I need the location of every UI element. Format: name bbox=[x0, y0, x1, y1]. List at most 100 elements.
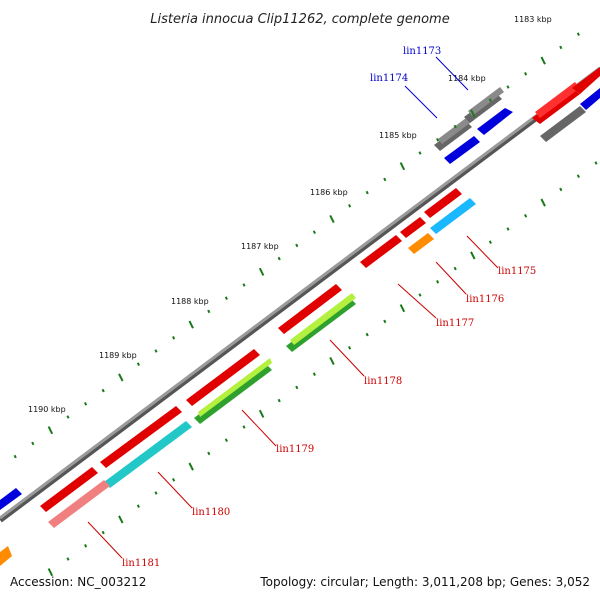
kbp-labels: 1183 kbp 1184 kbp 1185 kbp 1186 kbp 1187… bbox=[28, 15, 552, 414]
minor-tick bbox=[576, 32, 580, 36]
gene-arrow-top bbox=[535, 82, 580, 118]
minor-tick bbox=[348, 204, 352, 208]
major-tick bbox=[399, 162, 406, 171]
gene-arrow[interactable] bbox=[48, 480, 110, 528]
minor-tick bbox=[101, 530, 105, 535]
minor-tick bbox=[136, 504, 140, 508]
gene-arrow[interactable] bbox=[408, 233, 434, 254]
gene-arrow-lin1175[interactable] bbox=[424, 188, 462, 218]
minor-tick bbox=[154, 349, 158, 353]
major-tick bbox=[47, 426, 54, 435]
leader-line bbox=[466, 235, 499, 269]
minor-tick bbox=[66, 557, 70, 561]
gene-arrow[interactable] bbox=[0, 488, 22, 510]
gene-arrow[interactable] bbox=[572, 67, 600, 94]
genome-backbone bbox=[0, 66, 600, 520]
leader-line bbox=[157, 471, 193, 509]
major-tick bbox=[540, 198, 546, 207]
minor-tick bbox=[242, 283, 246, 287]
scale-ticks bbox=[13, 32, 598, 577]
gene-label-lin1181[interactable]: lin1181 bbox=[122, 558, 160, 569]
minor-tick bbox=[224, 296, 228, 300]
minor-tick bbox=[488, 98, 492, 102]
minor-tick bbox=[383, 177, 387, 182]
major-tick bbox=[188, 462, 194, 471]
major-tick bbox=[329, 214, 335, 224]
minor-tick bbox=[418, 293, 422, 297]
gene-arrow-top bbox=[468, 87, 504, 116]
minor-tick bbox=[207, 309, 211, 314]
gene-arrow[interactable] bbox=[0, 546, 12, 566]
accession-text: Accession: NC_003212 bbox=[10, 575, 146, 589]
reverse-strand-genes bbox=[0, 188, 476, 566]
gene-label-lin1175[interactable]: lin1175 bbox=[498, 266, 536, 277]
gene-labels: lin1173 lin1174 lin1175 lin1176 lin1177 … bbox=[87, 46, 536, 569]
kbp-label: 1190 kbp bbox=[28, 405, 66, 414]
gene-arrow[interactable] bbox=[580, 88, 600, 110]
gene-arrow[interactable] bbox=[430, 198, 476, 234]
minor-tick bbox=[101, 388, 105, 393]
minor-tick bbox=[277, 256, 281, 261]
gene-arrow[interactable] bbox=[194, 364, 272, 424]
leader-line bbox=[435, 56, 469, 91]
major-tick bbox=[540, 56, 546, 65]
gene-label-lin1180[interactable]: lin1180 bbox=[192, 507, 230, 518]
kbp-label: 1184 kbp bbox=[448, 74, 486, 83]
minor-tick bbox=[84, 544, 88, 548]
kbp-label: 1187 kbp bbox=[241, 242, 279, 251]
gene-arrow[interactable] bbox=[104, 421, 192, 488]
minor-tick bbox=[172, 336, 176, 340]
kbp-label: 1183 kbp bbox=[514, 15, 552, 24]
gene-label-lin1173[interactable]: lin1173 bbox=[403, 46, 441, 57]
kbp-label: 1188 kbp bbox=[171, 297, 209, 306]
gene-arrow-lin1181[interactable] bbox=[40, 467, 98, 512]
leader-line bbox=[87, 521, 123, 559]
minor-tick bbox=[524, 72, 528, 76]
gene-arrow-top bbox=[198, 358, 272, 417]
minor-tick bbox=[207, 451, 211, 456]
gene-label-lin1179[interactable]: lin1179 bbox=[276, 444, 314, 455]
map-title: Listeria innocua Clip11262, complete gen… bbox=[150, 12, 449, 27]
kbp-label: 1186 kbp bbox=[310, 188, 348, 197]
minor-tick bbox=[295, 243, 299, 248]
gene-arrow-lin1178[interactable] bbox=[278, 284, 342, 334]
gene-label-lin1177[interactable]: lin1177 bbox=[436, 318, 474, 329]
minor-tick bbox=[524, 214, 528, 218]
gene-arrow-lin1176[interactable] bbox=[400, 217, 426, 238]
major-tick bbox=[47, 568, 54, 577]
gene-arrow-lin1180[interactable] bbox=[100, 406, 182, 468]
minor-tick bbox=[348, 346, 352, 350]
minor-tick bbox=[559, 187, 563, 192]
minor-tick bbox=[383, 319, 387, 324]
genome-summary-text: Topology: circular; Length: 3,011,208 bp… bbox=[259, 575, 590, 589]
major-tick bbox=[470, 109, 476, 118]
major-tick bbox=[258, 267, 265, 276]
minor-tick bbox=[66, 415, 70, 419]
gene-label-lin1178[interactable]: lin1178 bbox=[364, 376, 402, 387]
minor-tick bbox=[13, 454, 17, 459]
minor-tick bbox=[277, 398, 281, 403]
minor-tick bbox=[436, 280, 440, 284]
major-tick bbox=[118, 373, 124, 382]
gene-arrow-top bbox=[438, 115, 474, 144]
minor-tick bbox=[436, 138, 440, 142]
minor-tick bbox=[559, 45, 563, 50]
leader-line bbox=[397, 283, 437, 319]
gene-arrow-lin1179[interactable] bbox=[186, 349, 260, 406]
gene-arrow[interactable] bbox=[477, 108, 513, 135]
minor-tick bbox=[506, 85, 510, 89]
major-tick bbox=[399, 304, 406, 313]
gene-arrow-lin1177[interactable] bbox=[360, 235, 402, 268]
major-tick bbox=[470, 251, 476, 260]
minor-tick bbox=[365, 332, 369, 337]
gene-label-lin1174[interactable]: lin1174 bbox=[370, 73, 408, 84]
gene-arrow[interactable] bbox=[286, 298, 356, 352]
gene-arrow[interactable] bbox=[444, 136, 480, 164]
major-tick bbox=[258, 409, 265, 418]
gene-label-lin1176[interactable]: lin1176 bbox=[466, 294, 504, 305]
major-tick bbox=[329, 356, 335, 366]
minor-tick bbox=[312, 230, 316, 234]
minor-tick bbox=[576, 174, 580, 178]
gene-arrow-top bbox=[290, 293, 356, 345]
gene-arrow[interactable] bbox=[540, 106, 586, 142]
